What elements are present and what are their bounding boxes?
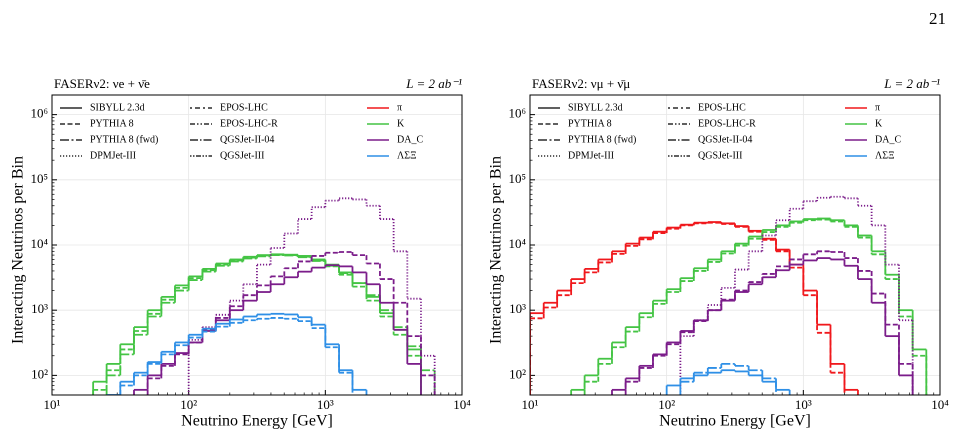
y-tick-label: 10³ <box>31 301 48 316</box>
legend-label: DA_C <box>397 134 423 145</box>
legend-label: PYTHIA 8 <box>90 118 134 129</box>
legend-label: QGSJet-II-04 <box>698 134 752 145</box>
x-tick-label: 10⁴ <box>931 397 949 412</box>
legend-label: K <box>397 118 405 129</box>
series <box>583 218 928 395</box>
legend-label: QGSJet-II-04 <box>220 134 274 145</box>
legend-label: QGSJet-III <box>220 150 264 161</box>
annotation: L = 2 ab⁻¹ <box>405 76 462 91</box>
series <box>530 221 859 395</box>
y-axis-label: Interacting Neutrinos per Bin <box>10 156 27 344</box>
y-tick-label: 10⁶ <box>508 106 526 121</box>
legend-label: SIBYLL 2.3d <box>568 102 623 113</box>
panel-title: FASERν2: νe + ν̄e <box>54 76 150 91</box>
series <box>624 250 914 395</box>
y-tick-label: 10² <box>509 366 526 381</box>
page-number: 21 <box>929 9 946 28</box>
x-tick-label: 10¹ <box>44 397 61 412</box>
legend-label: π <box>397 102 402 113</box>
legend-label: π <box>875 102 880 113</box>
series <box>92 253 422 395</box>
panel-title: FASERν2: νμ + ν̄μ <box>532 76 630 91</box>
x-axis-label: Neutrino Energy [GeV] <box>181 413 333 430</box>
x-axis-label: Neutrino Energy [GeV] <box>659 413 811 430</box>
y-tick-label: 10⁵ <box>30 171 48 186</box>
legend-label: EPOS-LHC <box>220 102 268 113</box>
y-axis-label: Interacting Neutrinos per Bin <box>488 156 505 344</box>
legend-label: PYTHIA 8 (fwd) <box>568 134 636 145</box>
legend-label: EPOS-LHC <box>698 102 746 113</box>
y-tick-label: 10⁶ <box>30 106 48 121</box>
legend-label: DA_C <box>875 134 901 145</box>
legend-label: PYTHIA 8 (fwd) <box>90 134 158 145</box>
x-tick-label: 10¹ <box>522 397 539 412</box>
y-tick-label: 10³ <box>509 301 526 316</box>
plot-frame <box>529 94 941 396</box>
x-tick-label: 10² <box>180 397 197 412</box>
legend-label: EPOS-LHC-R <box>698 118 756 129</box>
series <box>105 254 436 395</box>
y-tick-label: 10⁴ <box>30 236 48 251</box>
series <box>187 197 436 395</box>
legend-label: QGSJet-III <box>698 150 742 161</box>
legend-label: DPMJet-III <box>568 150 614 161</box>
series <box>665 369 791 395</box>
plot-frame <box>51 94 463 396</box>
x-tick-label: 10² <box>658 397 675 412</box>
legend-label: ΛΣΞ <box>397 150 417 161</box>
legend-label: ΛΣΞ <box>875 150 895 161</box>
series <box>119 317 354 395</box>
series <box>92 253 422 395</box>
legend-label: PYTHIA 8 <box>568 118 612 129</box>
series <box>679 195 914 395</box>
series <box>679 362 777 395</box>
legend-label: SIBYLL 2.3d <box>90 102 145 113</box>
series <box>106 312 368 395</box>
x-tick-label: 10⁴ <box>453 397 471 412</box>
legend-label: K <box>875 118 883 129</box>
y-tick-label: 10⁵ <box>508 171 526 186</box>
legend-label: DPMJet-III <box>90 150 136 161</box>
annotation: L = 2 ab⁻¹ <box>883 76 940 91</box>
legend-label: EPOS-LHC-R <box>220 118 278 129</box>
series <box>530 221 846 395</box>
y-tick-label: 10⁴ <box>508 236 526 251</box>
x-tick-label: 10³ <box>317 397 334 412</box>
series <box>146 251 436 395</box>
y-tick-label: 10² <box>31 366 48 381</box>
x-tick-label: 10³ <box>795 397 812 412</box>
